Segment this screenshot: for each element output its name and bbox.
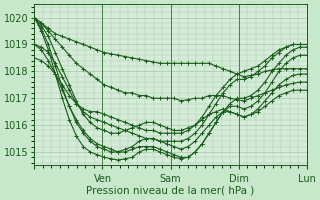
X-axis label: Pression niveau de la mer( hPa ): Pression niveau de la mer( hPa ) xyxy=(86,186,255,196)
